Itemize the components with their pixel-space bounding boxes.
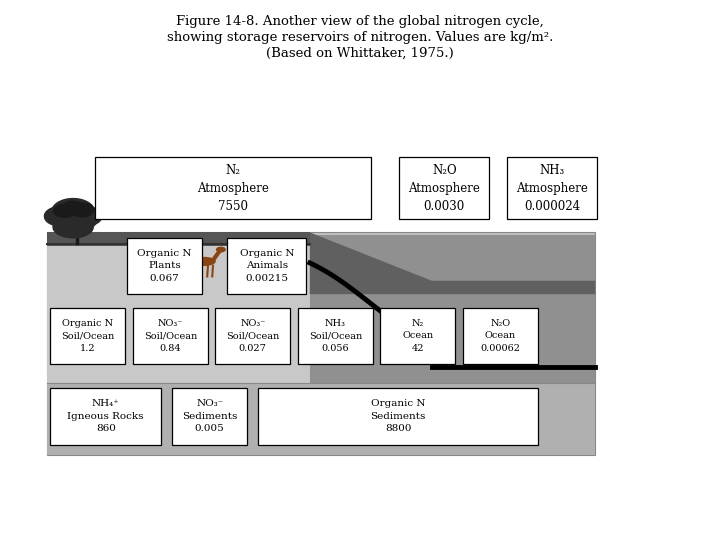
- Polygon shape: [45, 207, 76, 226]
- Polygon shape: [47, 235, 310, 455]
- Text: NO₃⁻
Soil/Ocean
0.84: NO₃⁻ Soil/Ocean 0.84: [144, 319, 197, 353]
- Text: NO₃⁻
Soil/Ocean
0.027: NO₃⁻ Soil/Ocean 0.027: [226, 319, 279, 353]
- FancyBboxPatch shape: [172, 388, 248, 444]
- Text: NO₃⁻
Sediments
0.005: NO₃⁻ Sediments 0.005: [182, 400, 238, 434]
- Polygon shape: [65, 214, 96, 230]
- Text: N₂O
Atmosphere
0.0030: N₂O Atmosphere 0.0030: [408, 164, 480, 213]
- FancyBboxPatch shape: [258, 388, 538, 444]
- Text: Organic N
Soil/Ocean
1.2: Organic N Soil/Ocean 1.2: [61, 319, 114, 353]
- Text: showing storage reservoirs of nitrogen. Values are kg/m².: showing storage reservoirs of nitrogen. …: [167, 31, 553, 44]
- FancyBboxPatch shape: [507, 157, 597, 219]
- Polygon shape: [53, 217, 93, 238]
- Text: NH₄⁺
Igneous Rocks
860: NH₄⁺ Igneous Rocks 860: [68, 400, 144, 434]
- FancyBboxPatch shape: [228, 238, 306, 294]
- Text: Organic N
Sediments
8800: Organic N Sediments 8800: [370, 400, 426, 434]
- FancyBboxPatch shape: [50, 388, 161, 444]
- FancyBboxPatch shape: [215, 308, 290, 364]
- Text: (Based on Whittaker, 1975.): (Based on Whittaker, 1975.): [266, 47, 454, 60]
- Ellipse shape: [216, 247, 226, 253]
- Text: N₂
Atmosphere
7550: N₂ Atmosphere 7550: [197, 164, 269, 213]
- Polygon shape: [47, 383, 595, 455]
- Polygon shape: [71, 207, 102, 226]
- FancyBboxPatch shape: [380, 308, 455, 364]
- Polygon shape: [310, 232, 595, 294]
- Polygon shape: [54, 205, 76, 218]
- Polygon shape: [310, 281, 595, 294]
- FancyBboxPatch shape: [462, 308, 538, 364]
- Polygon shape: [52, 199, 94, 225]
- Text: Organic N
Plants
0.067: Organic N Plants 0.067: [138, 249, 192, 283]
- Text: N₂
Ocean
42: N₂ Ocean 42: [402, 319, 433, 353]
- Polygon shape: [63, 201, 83, 212]
- Ellipse shape: [193, 257, 216, 266]
- Polygon shape: [47, 232, 310, 246]
- Text: N₂O
Ocean
0.00062: N₂O Ocean 0.00062: [480, 319, 521, 353]
- FancyBboxPatch shape: [94, 157, 371, 219]
- Text: NH₃
Atmosphere
0.000024: NH₃ Atmosphere 0.000024: [516, 164, 588, 213]
- Polygon shape: [310, 235, 595, 455]
- FancyBboxPatch shape: [47, 232, 595, 455]
- Polygon shape: [52, 211, 87, 230]
- FancyBboxPatch shape: [132, 308, 208, 364]
- Polygon shape: [71, 203, 94, 217]
- FancyBboxPatch shape: [400, 157, 489, 219]
- FancyBboxPatch shape: [127, 238, 202, 294]
- FancyBboxPatch shape: [50, 308, 125, 364]
- Text: Figure 14-8. Another view of the global nitrogen cycle,: Figure 14-8. Another view of the global …: [176, 15, 544, 28]
- Text: Organic N
Animals
0.00215: Organic N Animals 0.00215: [240, 249, 294, 283]
- Text: NH₃
Soil/Ocean
0.056: NH₃ Soil/Ocean 0.056: [309, 319, 362, 353]
- FancyBboxPatch shape: [297, 308, 373, 364]
